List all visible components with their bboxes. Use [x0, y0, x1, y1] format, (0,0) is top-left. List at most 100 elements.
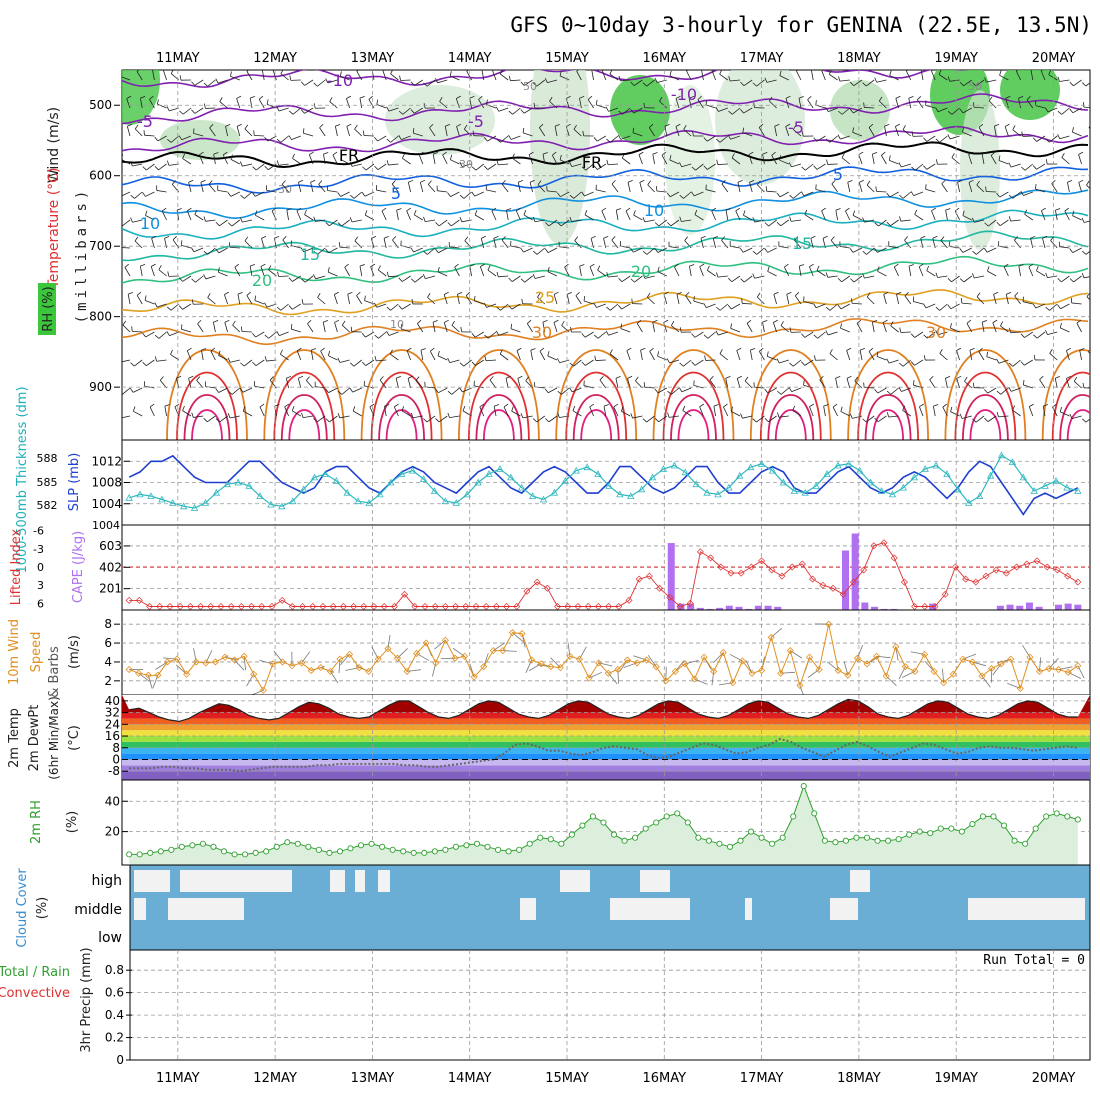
wind-barb-flag: [764, 77, 768, 83]
wind-barb: [1010, 163, 1021, 168]
wind-barb-flag: [432, 320, 438, 323]
wind-barb: [182, 275, 192, 282]
wind-barb: [876, 190, 887, 193]
wind10m-point: [930, 667, 938, 675]
isotherm-line: [122, 166, 1089, 194]
wind-barb-flag: [151, 235, 157, 239]
wind-barb: [515, 210, 521, 221]
wind-barb: [194, 214, 204, 221]
wind-barb: [868, 351, 875, 361]
wind-barb-flag: [813, 137, 818, 142]
wind-barb: [536, 247, 546, 255]
wind-barb-flag: [752, 418, 757, 423]
thickness-point: [1052, 476, 1060, 484]
wind-barb: [425, 275, 436, 280]
wind-barb-flag: [569, 362, 574, 367]
wind10m-point: [173, 655, 181, 663]
wind-barb-flag: [496, 306, 501, 311]
wind-barb-flag: [166, 160, 170, 166]
wind-barb: [547, 247, 558, 253]
wind-barb-flag: [850, 81, 855, 87]
wind-barb-flag: [835, 376, 841, 379]
wind-barb-flag: [972, 82, 977, 87]
wind-barb: [292, 107, 302, 115]
cape-bar: [687, 603, 695, 610]
wind-barb: [931, 210, 936, 221]
rh2m-point: [178, 843, 185, 850]
wind-barb: [640, 350, 643, 361]
wind-barb-flag: [886, 221, 891, 227]
wind-barb-flag: [964, 376, 968, 382]
lifted-index-point: [645, 572, 653, 580]
wind-barb: [1092, 154, 1094, 164]
wind-barb: [956, 378, 960, 389]
thickness-point: [910, 473, 918, 481]
wind-barb: [685, 295, 692, 305]
wind-barb-flag: [406, 207, 412, 212]
wind-barb: [351, 163, 362, 167]
wind-barb: [170, 303, 180, 311]
wind-barb: [597, 135, 607, 142]
wind-barb-flag: [983, 247, 988, 253]
wind-barb-flag: [822, 235, 828, 239]
wind-barb-flag: [911, 166, 916, 171]
lifted-index-point: [737, 569, 745, 577]
wind-barb-flag: [935, 272, 938, 278]
wind-barb-flag: [354, 124, 358, 130]
lifted-index-point: [237, 602, 245, 610]
wind-barb-flag: [679, 327, 682, 333]
wind-barb-flag: [854, 376, 858, 382]
rh2m-point: [421, 849, 428, 856]
wind-barb-flag: [252, 166, 257, 171]
wind-barb: [988, 100, 997, 109]
wind-barb: [829, 74, 838, 81]
wind-barb: [646, 415, 655, 423]
wind-barb-flag: [636, 319, 642, 324]
wind-barb: [1071, 415, 1082, 420]
thickness-point: [605, 482, 613, 489]
wind-barb-flag: [203, 216, 206, 222]
cape-bar: [667, 543, 675, 610]
thickness-point: [245, 482, 253, 489]
wind-barb-flag: [471, 361, 476, 366]
wind-barb: [846, 350, 851, 361]
wind-barb-flag: [457, 292, 463, 295]
date-label-bottom: 15MAY: [545, 1071, 589, 1086]
wind-barb: [559, 159, 570, 165]
wind-barb-flag: [837, 277, 842, 283]
wind-barb: [646, 247, 655, 255]
wind-barb-flag: [236, 95, 242, 99]
lifted-index-point: [278, 596, 286, 604]
wind-barb: [939, 303, 948, 311]
lifted-index-point: [1043, 563, 1051, 571]
thickness-point: [212, 488, 221, 496]
wind-barb-flag: [561, 320, 565, 326]
wind-barb-flag: [652, 320, 658, 323]
wind-barb: [608, 275, 619, 278]
wind-barb: [780, 387, 790, 395]
wind-barb: [603, 406, 607, 417]
wind-barb-flag: [786, 291, 792, 295]
wind-barb: [597, 163, 607, 170]
wind-barb: [122, 359, 131, 363]
wind-barb: [510, 245, 521, 249]
wind-barb-flag: [232, 320, 236, 326]
wind-barb: [945, 210, 948, 221]
wind-barb-flag: [406, 347, 412, 351]
thickness-point: [267, 500, 275, 508]
wind-barb-flag: [398, 135, 402, 140]
lifted-index-point: [696, 548, 704, 556]
wind-barb: [810, 238, 814, 249]
wind-barb-flag: [180, 324, 183, 330]
thickness-point: [1063, 483, 1071, 491]
wind-barb-flag: [539, 123, 544, 128]
wind-barb-flag: [886, 358, 890, 364]
wind-barb-flag: [976, 292, 981, 298]
wind-barb: [1030, 70, 1034, 81]
wind-barb: [356, 71, 363, 81]
wind-barb: [353, 359, 363, 367]
wind-barb: [664, 126, 668, 137]
wind-barb: [170, 135, 180, 143]
wind10m-point: [853, 654, 861, 662]
contour-label: 50: [968, 80, 982, 93]
